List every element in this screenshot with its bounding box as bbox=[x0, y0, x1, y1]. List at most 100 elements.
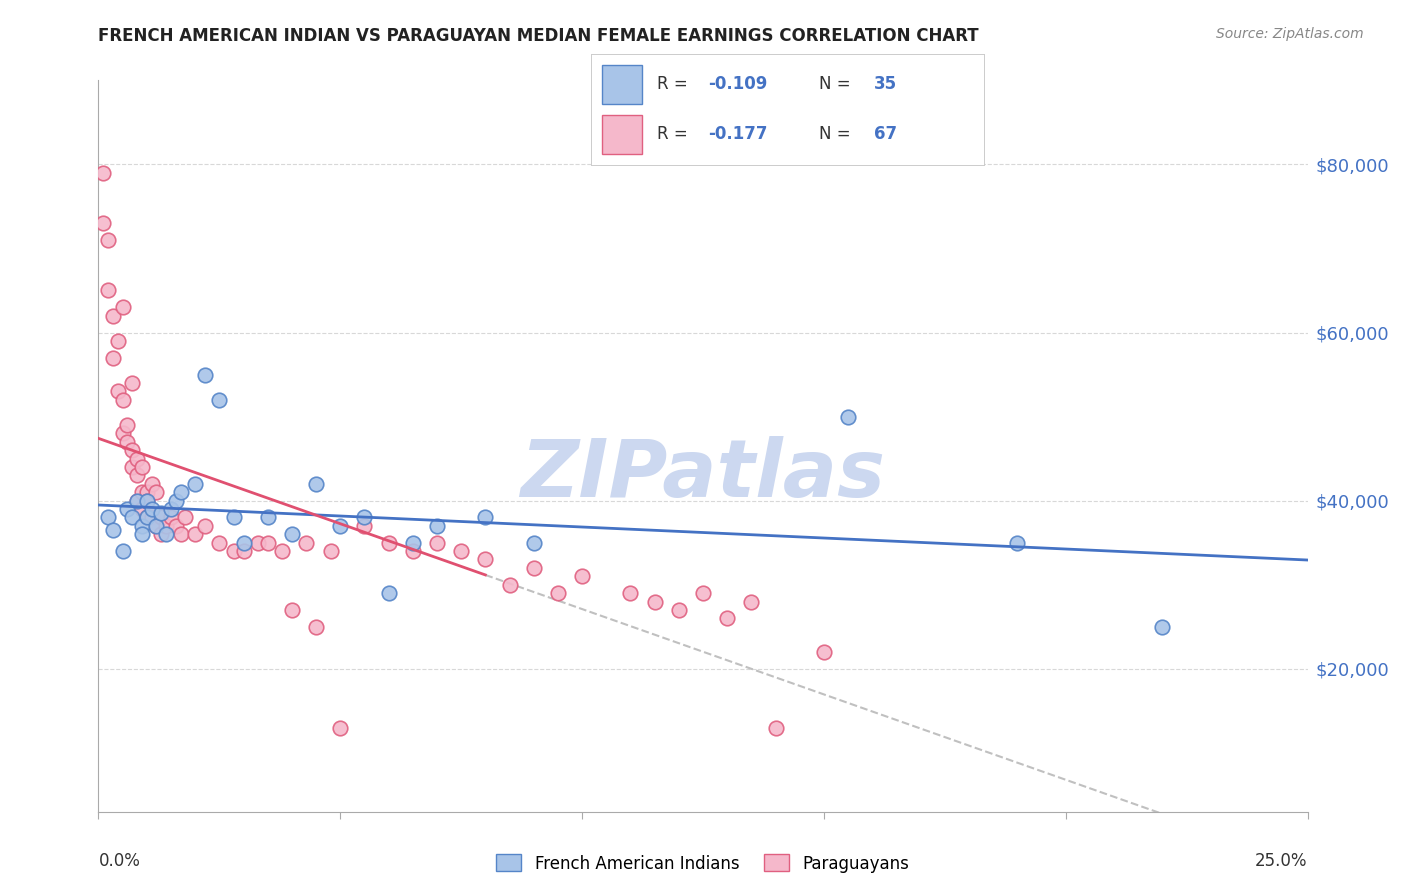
Point bbox=[97, 233, 120, 247]
Point bbox=[160, 510, 183, 524]
Point bbox=[135, 510, 157, 524]
Point bbox=[165, 493, 187, 508]
Point bbox=[426, 519, 449, 533]
Point bbox=[141, 502, 163, 516]
Point bbox=[837, 409, 859, 424]
Point bbox=[160, 502, 183, 516]
Text: 0.0%: 0.0% bbox=[98, 852, 141, 870]
Point bbox=[232, 535, 254, 549]
Point bbox=[523, 561, 546, 575]
Text: 35: 35 bbox=[875, 75, 897, 93]
Point bbox=[145, 519, 167, 533]
Point bbox=[121, 376, 143, 390]
Text: 25.0%: 25.0% bbox=[1256, 852, 1308, 870]
Point bbox=[135, 485, 157, 500]
Point bbox=[765, 721, 787, 735]
Point bbox=[101, 309, 124, 323]
Point bbox=[256, 535, 278, 549]
Point bbox=[169, 527, 191, 541]
Point bbox=[208, 535, 231, 549]
Text: R =: R = bbox=[658, 126, 693, 144]
Point bbox=[1152, 620, 1174, 634]
Point bbox=[668, 603, 690, 617]
Point bbox=[131, 502, 153, 516]
Point bbox=[150, 510, 173, 524]
Point bbox=[402, 544, 425, 558]
Point bbox=[740, 594, 762, 608]
Point bbox=[450, 544, 472, 558]
Point bbox=[498, 578, 520, 592]
Point bbox=[97, 510, 120, 524]
Point bbox=[107, 334, 129, 348]
Text: FRENCH AMERICAN INDIAN VS PARAGUAYAN MEDIAN FEMALE EARNINGS CORRELATION CHART: FRENCH AMERICAN INDIAN VS PARAGUAYAN MED… bbox=[98, 27, 979, 45]
Point bbox=[150, 506, 173, 520]
Point bbox=[117, 417, 139, 432]
Point bbox=[111, 300, 134, 314]
Point bbox=[547, 586, 569, 600]
Point bbox=[329, 721, 352, 735]
Point bbox=[155, 519, 177, 533]
Point bbox=[402, 535, 425, 549]
Point bbox=[232, 544, 254, 558]
Point bbox=[813, 645, 835, 659]
Point bbox=[121, 510, 143, 524]
Point bbox=[141, 476, 163, 491]
Point bbox=[644, 594, 666, 608]
Point bbox=[131, 460, 153, 475]
Point bbox=[101, 523, 124, 537]
Text: -0.109: -0.109 bbox=[709, 75, 768, 93]
Point bbox=[281, 527, 304, 541]
Point bbox=[131, 519, 153, 533]
Point bbox=[426, 535, 449, 549]
Point bbox=[165, 519, 187, 533]
Point bbox=[127, 451, 149, 466]
Point bbox=[117, 434, 139, 449]
Point bbox=[131, 485, 153, 500]
Point bbox=[127, 493, 149, 508]
Point bbox=[353, 510, 375, 524]
Point bbox=[474, 510, 496, 524]
Point bbox=[474, 552, 496, 566]
Point bbox=[716, 611, 738, 625]
Point bbox=[117, 502, 139, 516]
Point bbox=[222, 544, 245, 558]
Point bbox=[155, 527, 177, 541]
Point bbox=[329, 519, 352, 533]
Point bbox=[208, 392, 231, 407]
Point bbox=[111, 544, 134, 558]
Point bbox=[111, 426, 134, 441]
Text: ZIPatlas: ZIPatlas bbox=[520, 436, 886, 515]
Text: N =: N = bbox=[818, 75, 856, 93]
Point bbox=[141, 510, 163, 524]
Point bbox=[1007, 535, 1029, 549]
Point bbox=[135, 493, 157, 508]
Point bbox=[91, 216, 114, 230]
Point bbox=[319, 544, 342, 558]
Legend: French American Indians, Paraguayans: French American Indians, Paraguayans bbox=[489, 847, 917, 880]
Point bbox=[121, 460, 143, 475]
Text: -0.177: -0.177 bbox=[709, 126, 768, 144]
Point bbox=[107, 384, 129, 399]
Point bbox=[91, 166, 114, 180]
Point bbox=[692, 586, 714, 600]
Point bbox=[523, 535, 546, 549]
Point bbox=[101, 351, 124, 365]
Point bbox=[169, 485, 191, 500]
Point bbox=[145, 485, 167, 500]
Bar bbox=[602, 65, 641, 103]
Point bbox=[256, 510, 278, 524]
Text: R =: R = bbox=[658, 75, 693, 93]
Point bbox=[222, 510, 245, 524]
Point bbox=[377, 586, 399, 600]
Text: Source: ZipAtlas.com: Source: ZipAtlas.com bbox=[1216, 27, 1364, 41]
Point bbox=[135, 493, 157, 508]
Point bbox=[571, 569, 593, 583]
Point bbox=[127, 493, 149, 508]
Point bbox=[111, 392, 134, 407]
Point bbox=[295, 535, 318, 549]
Point bbox=[184, 476, 207, 491]
Point bbox=[135, 510, 157, 524]
Point bbox=[127, 468, 149, 483]
Point bbox=[281, 603, 304, 617]
Point bbox=[97, 284, 120, 298]
